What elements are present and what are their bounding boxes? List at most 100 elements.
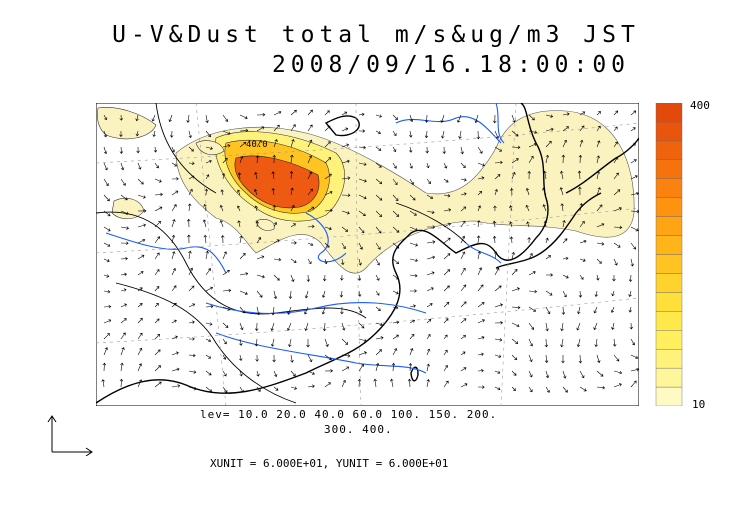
- wind-vector: [528, 114, 535, 121]
- wind-vector: [187, 234, 191, 244]
- wind-vector: [630, 258, 634, 267]
- wind-vector: [611, 322, 615, 330]
- wind-vector: [511, 338, 519, 344]
- wind-vector: [307, 171, 313, 180]
- plot-timestamp: 2008/09/16.18:00:00: [271, 52, 631, 78]
- colorbar-max-label: 400: [690, 99, 710, 112]
- wind-vector: [188, 146, 194, 152]
- wind-vector: [409, 319, 415, 324]
- wind-vector: [324, 190, 333, 196]
- wind-vector: [341, 366, 350, 372]
- wind-vector: [511, 114, 516, 123]
- wind-vector: [426, 194, 434, 200]
- colorbar-segment: [655, 330, 683, 350]
- wind-vector: [324, 141, 331, 148]
- wind-vector: [426, 333, 431, 340]
- wind-vector: [460, 251, 466, 260]
- wind-vector: [222, 114, 229, 122]
- wind-vector: [528, 142, 537, 148]
- wind-vector: [341, 242, 346, 250]
- wind-vector: [545, 290, 553, 296]
- wind-vector: [188, 285, 195, 292]
- wind-vector: [222, 269, 230, 276]
- wind-vector: [562, 370, 567, 379]
- wind-vector: [613, 370, 623, 375]
- wind-vector: [154, 252, 160, 260]
- wind-vector: [443, 334, 448, 340]
- wind-vector: [188, 353, 196, 358]
- wind-vector: [135, 114, 139, 122]
- wind-vector: [288, 290, 293, 300]
- wind-vector: [477, 352, 484, 357]
- wind-vector: [137, 271, 144, 276]
- wind-vector: [593, 306, 598, 314]
- wind-vector: [256, 370, 260, 377]
- wind-vector: [306, 274, 311, 282]
- wind-vector: [205, 304, 214, 309]
- wind-vector: [596, 385, 606, 390]
- wind-vector: [409, 114, 414, 123]
- wind-vector: [441, 130, 445, 139]
- wind-vector: [237, 172, 242, 180]
- wind-vector: [286, 322, 292, 331]
- wind-vector: [409, 178, 414, 185]
- wind-vector: [477, 284, 484, 292]
- wind-vector: [440, 114, 445, 123]
- wind-vector: [630, 209, 639, 214]
- wind-vector: [103, 347, 108, 356]
- wind-vector: [426, 225, 436, 229]
- wind-vector: [545, 140, 552, 148]
- wind-vector: [426, 379, 430, 388]
- wind-vector: [576, 322, 581, 331]
- wind-vector: [409, 194, 416, 201]
- wind-vector: [375, 226, 382, 234]
- wind-vector: [287, 306, 292, 315]
- wind-vector: [562, 126, 569, 132]
- wind-vector: [290, 138, 295, 148]
- wind-vector: [171, 218, 176, 228]
- colorbar-segment: [655, 197, 683, 217]
- wind-vector: [270, 338, 275, 347]
- wind-vector: [527, 170, 531, 180]
- wind-vector: [458, 130, 462, 140]
- wind-vector: [443, 194, 451, 198]
- wind-vector: [220, 189, 224, 196]
- wind-vector: [392, 210, 400, 217]
- wind-vector: [120, 362, 124, 372]
- wind-vector: [154, 236, 160, 244]
- wind-vector: [375, 349, 382, 356]
- wind-vector: [511, 269, 518, 276]
- wind-vector: [154, 381, 162, 388]
- wind-vector: [188, 386, 197, 391]
- colorbar-segment: [655, 367, 683, 388]
- wind-vector: [307, 224, 315, 229]
- wind-vector: [171, 190, 179, 196]
- wind-vector: [562, 386, 568, 393]
- wind-vector: [222, 144, 231, 148]
- wind-vector: [205, 130, 211, 138]
- wind-vector: [630, 143, 636, 148]
- wind-vector: [137, 238, 146, 244]
- wind-vector: [307, 188, 313, 196]
- wind-vector: [528, 354, 533, 363]
- wind-vector: [492, 235, 497, 244]
- wind-vector: [630, 159, 637, 164]
- wind-vector: [477, 205, 482, 212]
- wind-vector: [542, 204, 547, 212]
- wind-vector: [290, 258, 297, 263]
- wind-vector: [186, 218, 191, 228]
- wind-vector: [630, 110, 637, 116]
- wind-vector: [120, 178, 126, 186]
- wind-vector: [119, 378, 124, 388]
- wind-vector: [186, 114, 190, 123]
- wind-vector: [205, 322, 213, 326]
- wind-vector: [324, 242, 330, 248]
- colorbar-segment: [655, 273, 683, 293]
- wind-vector: [289, 170, 294, 180]
- wind-vector: [392, 242, 400, 249]
- wind-vector: [188, 188, 193, 196]
- wind-vector: [290, 241, 297, 245]
- wind-vector: [307, 109, 313, 116]
- colorbar-segment: [655, 103, 683, 123]
- wind-vector: [222, 288, 232, 293]
